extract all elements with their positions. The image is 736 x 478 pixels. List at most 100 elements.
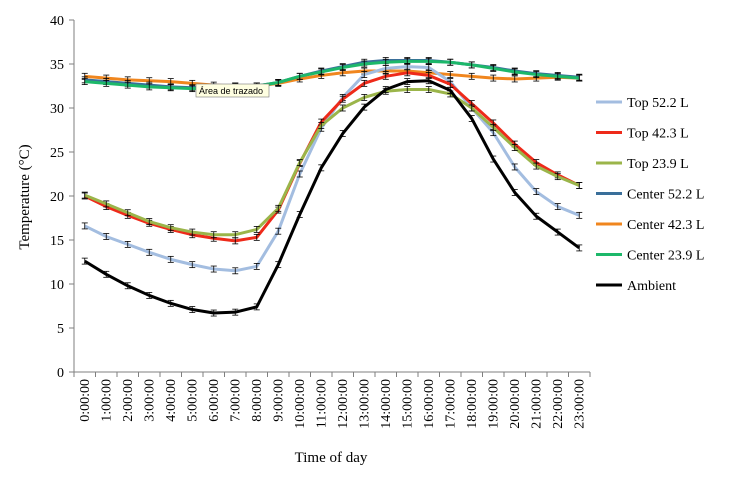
legend-item: Center 23.9 L xyxy=(596,249,704,264)
x-tick-label: 4:00:00 xyxy=(164,379,179,422)
error-bar xyxy=(404,86,411,93)
error-bar xyxy=(404,78,411,85)
error-bar xyxy=(576,182,583,189)
error-bar xyxy=(81,191,88,199)
error-bar xyxy=(124,282,131,290)
error-bar xyxy=(296,211,303,218)
error-bar xyxy=(103,79,110,87)
error-bar xyxy=(318,68,325,76)
y-tick-label: 0 xyxy=(57,366,64,381)
error-bar xyxy=(318,164,325,172)
error-bar xyxy=(382,72,389,80)
y-tick-label: 20 xyxy=(50,190,64,205)
x-tick-label: 8:00:00 xyxy=(250,379,265,422)
error-bar xyxy=(81,222,88,230)
error-bar xyxy=(232,231,239,239)
error-bar xyxy=(103,233,110,240)
legend-label: Center 23.9 L xyxy=(627,249,704,264)
legend-item: Ambient xyxy=(596,279,676,294)
error-bar xyxy=(296,159,303,166)
series-line xyxy=(84,88,580,237)
series-line xyxy=(84,59,580,91)
error-bar xyxy=(425,64,432,71)
error-bar xyxy=(210,265,217,273)
error-bar xyxy=(146,83,153,91)
error-bar xyxy=(253,226,260,233)
error-bar xyxy=(210,309,217,317)
y-tick-label: 25 xyxy=(50,146,64,161)
series-line xyxy=(84,65,580,273)
error-bar xyxy=(554,72,561,80)
error-bar xyxy=(382,86,389,93)
x-tick-label: 2:00:00 xyxy=(121,379,136,422)
y-tick-label: 10 xyxy=(50,278,64,293)
x-tick-label: 10:00:00 xyxy=(293,379,308,429)
error-bar xyxy=(275,261,282,269)
error-bar xyxy=(210,231,217,239)
error-bar xyxy=(103,200,110,208)
error-bar xyxy=(576,74,583,82)
error-bar xyxy=(490,65,497,72)
y-axis-title: Temperature (°C) xyxy=(17,144,33,249)
error-bar xyxy=(146,248,153,256)
error-bar xyxy=(361,60,368,68)
legend-label: Center 52.2 L xyxy=(627,188,704,203)
x-tick-label: 1:00:00 xyxy=(99,379,114,422)
x-tick-label: 0:00:00 xyxy=(78,379,93,422)
error-bar xyxy=(468,72,475,80)
x-tick-label: 16:00:00 xyxy=(422,379,437,429)
error-bar xyxy=(425,86,432,93)
error-bar xyxy=(232,308,239,316)
x-tick-label: 6:00:00 xyxy=(207,379,222,422)
tooltip-text: Área de trazado xyxy=(199,86,263,96)
error-bar xyxy=(404,69,411,77)
error-bar xyxy=(361,71,368,78)
error-bar xyxy=(189,228,196,236)
error-bar xyxy=(232,267,239,275)
x-tick-label: 22:00:00 xyxy=(551,379,566,429)
error-bar xyxy=(576,211,583,219)
error-bar xyxy=(490,155,497,163)
error-bar xyxy=(511,68,518,76)
legend-item: Center 52.2 L xyxy=(596,188,704,203)
legend-label: Ambient xyxy=(627,279,676,294)
error-bar xyxy=(468,61,475,69)
error-bar xyxy=(124,240,131,248)
x-tick-label: 21:00:00 xyxy=(529,379,544,429)
error-bar xyxy=(511,189,518,196)
tooltip-box xyxy=(195,83,270,98)
error-bar xyxy=(511,75,518,83)
error-bar xyxy=(490,123,497,131)
error-bar xyxy=(361,103,368,111)
x-tick-label: 14:00:00 xyxy=(379,379,394,429)
error-bar xyxy=(146,218,153,225)
x-tick-label: 15:00:00 xyxy=(400,379,415,429)
error-bar xyxy=(275,204,282,212)
series-top-52-2-l xyxy=(81,63,583,275)
error-bar xyxy=(468,104,475,112)
x-tick-label: 5:00:00 xyxy=(185,379,200,422)
error-bar xyxy=(425,77,432,85)
x-tick-label: 12:00:00 xyxy=(336,379,351,429)
error-bar xyxy=(533,212,540,220)
x-tick-label: 17:00:00 xyxy=(443,379,458,429)
series-line xyxy=(84,69,580,88)
x-tick-label: 19:00:00 xyxy=(486,379,501,429)
x-tick-label: 23:00:00 xyxy=(572,379,587,429)
error-bar xyxy=(124,81,131,89)
error-bar xyxy=(339,95,346,103)
error-bar xyxy=(447,87,454,94)
error-bar xyxy=(511,144,518,152)
error-bar xyxy=(81,78,88,85)
error-bar xyxy=(554,228,561,236)
legend-item: Top 52.2 L xyxy=(596,96,689,111)
error-bar xyxy=(103,270,110,278)
error-bar xyxy=(124,209,131,217)
legend-item: Center 42.3 L xyxy=(596,218,704,233)
error-bar xyxy=(361,79,368,87)
error-bar xyxy=(468,115,475,122)
error-bar xyxy=(382,65,389,72)
series-center-23-9-l xyxy=(81,57,583,93)
x-tick-label: 9:00:00 xyxy=(271,379,286,422)
